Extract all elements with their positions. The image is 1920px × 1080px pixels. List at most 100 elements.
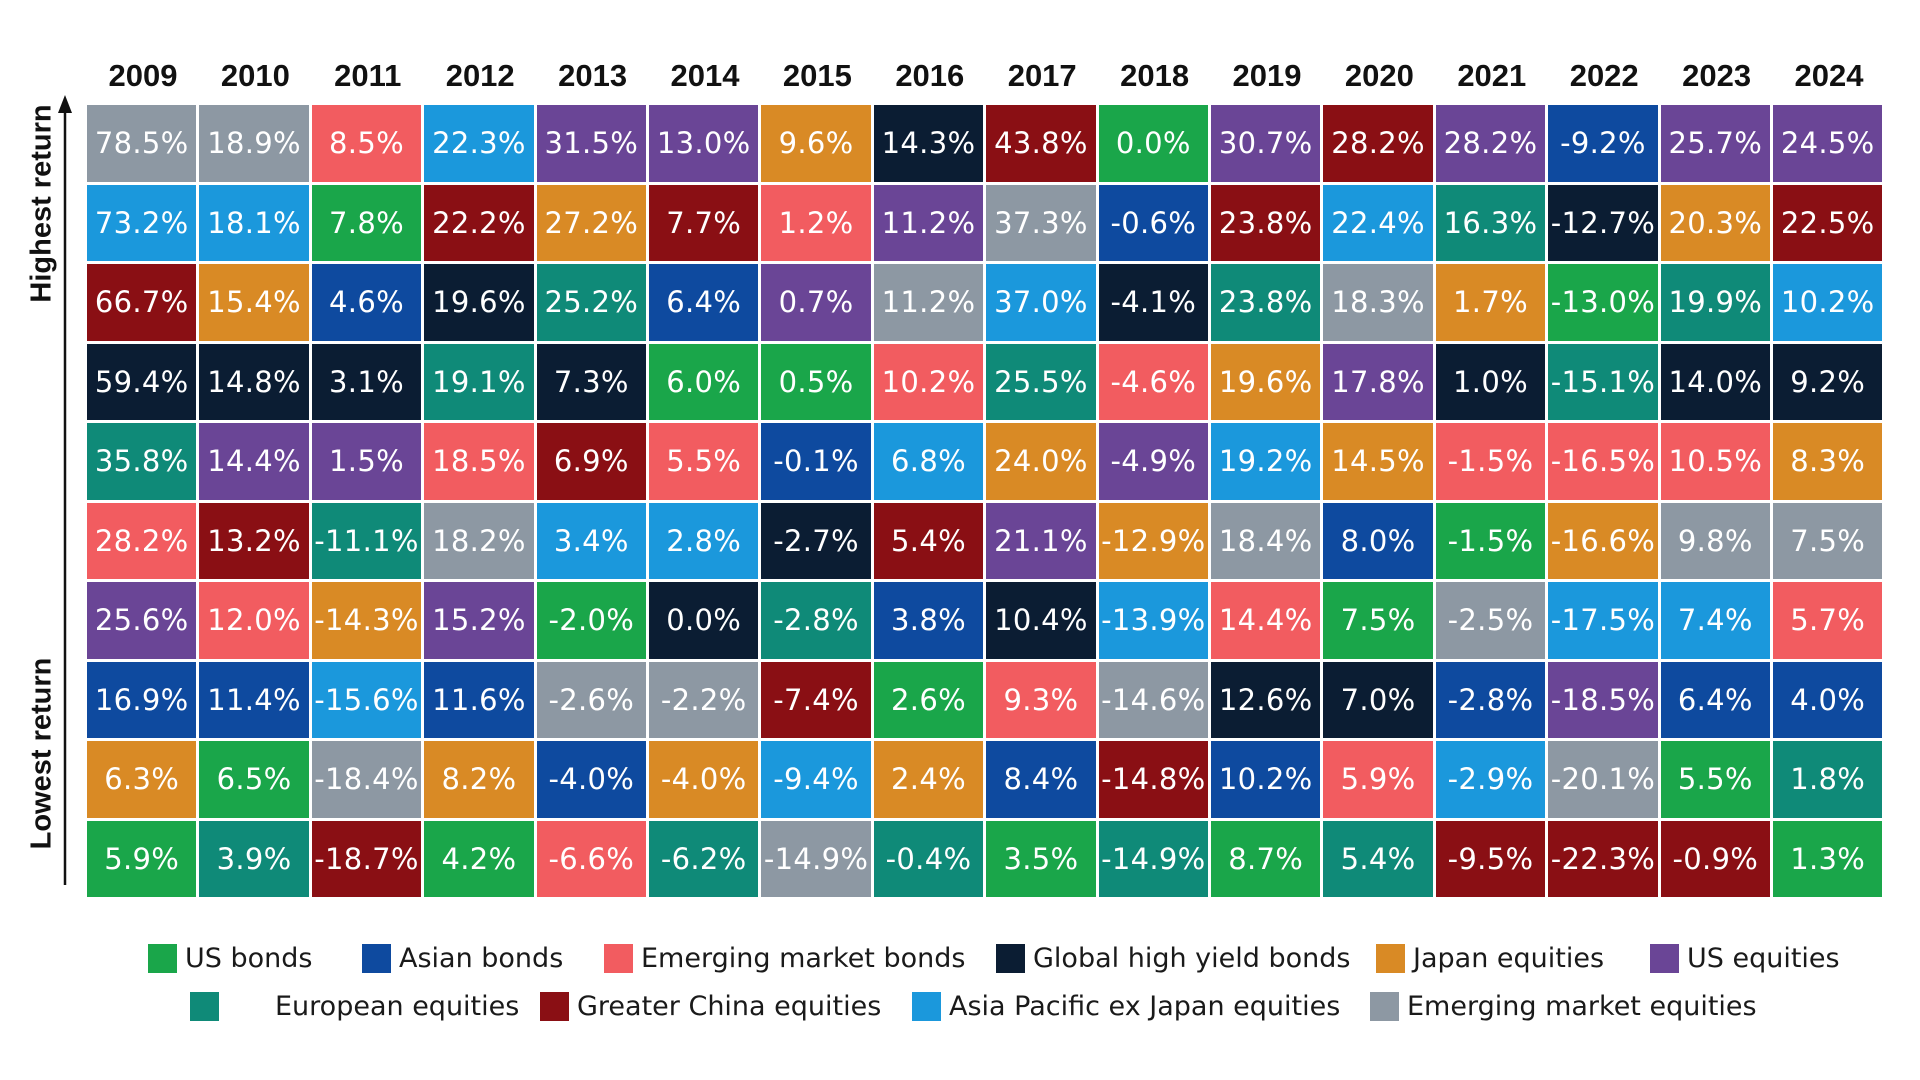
return-cell-2015-rank-5: -0.1% [761, 423, 871, 500]
return-cell-2017-rank-7: 10.4% [986, 582, 1096, 659]
return-cell-2024-rank-5: 8.3% [1773, 423, 1883, 500]
return-cell-2015-rank-8: -7.4% [761, 661, 871, 738]
return-cell-2012-rank-1: 22.3% [424, 105, 534, 182]
return-cell-2016-rank-3: 11.2% [873, 264, 984, 341]
return-cell-2018-rank-7: -13.9% [1098, 582, 1208, 659]
return-cell-2023-rank-3: 19.9% [1660, 264, 1770, 341]
return-cell-2023-rank-1: 25.7% [1660, 105, 1770, 182]
return-cell-2021-rank-7: -2.5% [1435, 582, 1546, 659]
return-cell-2018-rank-8: -14.6% [1098, 661, 1208, 738]
return-cell-2023-rank-5: 10.5% [1660, 423, 1770, 500]
legend-swatch-gce [540, 991, 569, 1021]
year-label-2021: 2021 [1457, 58, 1527, 93]
return-cell-2014-rank-4: 6.0% [649, 343, 759, 420]
return-cell-2009-rank-6: 28.2% [87, 502, 197, 579]
return-cell-2015-rank-6: -2.7% [761, 502, 871, 579]
return-cell-2023-rank-2: 20.3% [1660, 184, 1770, 261]
return-cell-2016-rank-7: 3.8% [873, 582, 984, 659]
legend-item-eue: European equities [190, 986, 519, 1026]
return-cell-2019-rank-2: 23.8% [1211, 184, 1321, 261]
return-cell-2020-rank-10: 5.4% [1323, 820, 1433, 897]
return-cell-2009-rank-8: 16.9% [87, 661, 197, 738]
return-cell-2019-rank-1: 30.7% [1211, 105, 1321, 182]
legend-item-apj: Asia Pacific ex Japan equities [912, 986, 1340, 1026]
return-cell-2022-rank-9: -20.1% [1548, 741, 1658, 818]
return-cell-2010-rank-1: 18.9% [199, 105, 309, 182]
return-cell-2021-rank-4: 1.0% [1435, 343, 1546, 420]
return-cell-2015-rank-2: 1.2% [761, 184, 871, 261]
return-cell-2010-rank-8: 11.4% [199, 661, 309, 738]
return-cell-2017-rank-2: 37.3% [986, 184, 1096, 261]
year-label-2012: 2012 [445, 58, 515, 93]
return-cell-2009-rank-9: 6.3% [87, 741, 197, 818]
legend-label-jpe: Japan equities [1413, 942, 1605, 974]
return-cell-2024-rank-3: 10.2% [1773, 264, 1883, 341]
return-cell-2018-rank-2: -0.6% [1098, 184, 1208, 261]
return-cell-2023-rank-10: -0.9% [1660, 820, 1770, 897]
return-cell-2014-rank-9: -4.0% [649, 741, 759, 818]
legend-swatch-jpe [1376, 943, 1405, 973]
return-cell-2015-rank-3: 0.7% [761, 264, 871, 341]
return-cell-2022-rank-7: -17.5% [1548, 582, 1658, 659]
return-cell-2014-rank-8: -2.2% [649, 661, 759, 738]
axis-arrow-head [58, 95, 72, 113]
axis-label-highest: Highest return [25, 104, 58, 303]
return-cell-2011-rank-5: 1.5% [311, 423, 422, 500]
return-cell-2011-rank-8: -15.6% [311, 661, 422, 738]
year-label-2009: 2009 [108, 58, 178, 93]
return-cell-2021-rank-2: 16.3% [1435, 184, 1546, 261]
legend-swatch-eue [190, 991, 219, 1021]
year-label-2023: 2023 [1682, 58, 1752, 93]
return-cell-2020-rank-2: 22.4% [1323, 184, 1433, 261]
return-cell-2011-rank-9: -18.4% [311, 741, 422, 818]
legend-swatch-asb [362, 943, 391, 973]
return-cell-2024-rank-6: 7.5% [1773, 502, 1883, 579]
return-cell-2012-rank-5: 18.5% [424, 423, 534, 500]
return-cell-2010-rank-6: 13.2% [199, 502, 309, 579]
return-cell-2012-rank-8: 11.6% [424, 661, 534, 738]
return-cell-2014-rank-2: 7.7% [649, 184, 759, 261]
return-cell-2012-rank-10: 4.2% [424, 820, 534, 897]
year-label-2020: 2020 [1344, 58, 1414, 93]
return-cell-2013-rank-2: 27.2% [536, 184, 646, 261]
legend: US bonds Asian bonds Emerging market bonds… [0, 930, 1920, 1040]
return-cell-2018-rank-9: -14.8% [1098, 741, 1208, 818]
axis-label-lowest: Lowest return [25, 657, 58, 850]
year-label-2024: 2024 [1794, 58, 1864, 93]
return-cell-2013-rank-1: 31.5% [536, 105, 646, 182]
return-cell-2012-rank-2: 22.2% [424, 184, 534, 261]
legend-label-apj: Asia Pacific ex Japan equities [949, 990, 1341, 1022]
return-cell-2022-rank-2: -12.7% [1548, 184, 1658, 261]
returns-grid: 78.5% 73.2% 66.7% 59.4% 35.8% 28.2% 25.6% 16.9%… [87, 105, 1885, 900]
return-cell-2024-rank-2: 22.5% [1773, 184, 1883, 261]
return-cell-2014-rank-1: 13.0% [649, 105, 759, 182]
legend-swatch-use [1650, 943, 1679, 973]
return-cell-2016-rank-6: 5.4% [873, 502, 984, 579]
return-cell-2015-rank-1: 9.6% [761, 105, 871, 182]
legend-swatch-emb [604, 943, 633, 973]
return-cell-2009-rank-3: 66.7% [87, 264, 197, 341]
return-cell-2016-rank-4: 10.2% [873, 343, 984, 420]
return-cell-2011-rank-4: 3.1% [311, 343, 422, 420]
year-label-2014: 2014 [670, 58, 740, 93]
year-label-2019: 2019 [1232, 58, 1302, 93]
return-cell-2012-rank-3: 19.6% [424, 264, 534, 341]
legend-item-emb: Emerging market bonds [604, 938, 965, 978]
return-cell-2018-rank-1: 0.0% [1098, 105, 1208, 182]
return-cell-2014-rank-5: 5.5% [649, 423, 759, 500]
legend-label-gce: Greater China equities [577, 990, 882, 1022]
return-cell-2014-rank-6: 2.8% [649, 502, 759, 579]
return-cell-2019-rank-6: 18.4% [1211, 502, 1321, 579]
return-cell-2024-rank-10: 1.3% [1773, 820, 1883, 897]
return-cell-2017-rank-8: 9.3% [986, 661, 1096, 738]
return-cell-2011-rank-2: 7.8% [311, 184, 422, 261]
return-cell-2012-rank-6: 18.2% [424, 502, 534, 579]
legend-label-asb: Asian bonds [399, 942, 564, 974]
return-axis: Highest return Lowest return [0, 95, 87, 905]
return-cell-2024-rank-8: 4.0% [1773, 661, 1883, 738]
return-cell-2013-rank-9: -4.0% [536, 741, 646, 818]
legend-item-gce: Greater China equities [540, 986, 881, 1026]
return-cell-2018-rank-10: -14.9% [1098, 820, 1208, 897]
return-cell-2015-rank-10: -14.9% [761, 820, 871, 897]
return-cell-2015-rank-7: -2.8% [761, 582, 871, 659]
